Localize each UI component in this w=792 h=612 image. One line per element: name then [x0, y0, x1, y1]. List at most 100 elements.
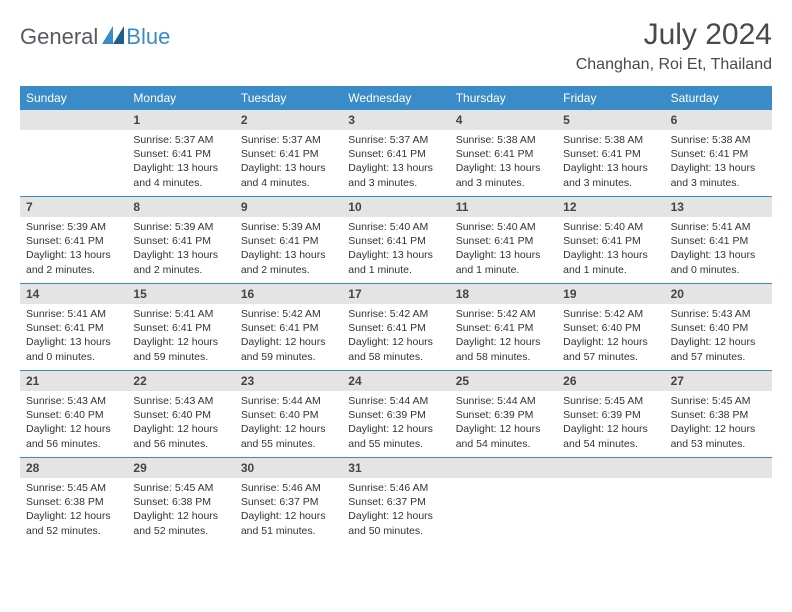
daylight-line: Daylight: 13 hours and 2 minutes. — [241, 248, 336, 276]
calendar-day: 18Sunrise: 5:42 AMSunset: 6:41 PMDayligh… — [450, 284, 557, 370]
daylight-line: Daylight: 12 hours and 53 minutes. — [671, 422, 766, 450]
sunrise-line: Sunrise: 5:43 AM — [671, 307, 766, 321]
day-body: Sunrise: 5:38 AMSunset: 6:41 PMDaylight:… — [557, 130, 664, 196]
day-number: 6 — [665, 110, 772, 130]
day-number: 16 — [235, 284, 342, 304]
calendar-day: 28Sunrise: 5:45 AMSunset: 6:38 PMDayligh… — [20, 458, 127, 544]
calendar-day: 22Sunrise: 5:43 AMSunset: 6:40 PMDayligh… — [127, 371, 234, 457]
daylight-line: Daylight: 13 hours and 1 minute. — [456, 248, 551, 276]
daylight-line: Daylight: 12 hours and 57 minutes. — [563, 335, 658, 363]
day-number: 12 — [557, 197, 664, 217]
weekday-header-row: SundayMondayTuesdayWednesdayThursdayFrid… — [20, 86, 772, 110]
sunrise-line: Sunrise: 5:46 AM — [241, 481, 336, 495]
calendar-day: 27Sunrise: 5:45 AMSunset: 6:38 PMDayligh… — [665, 371, 772, 457]
day-number: 30 — [235, 458, 342, 478]
day-body: Sunrise: 5:38 AMSunset: 6:41 PMDaylight:… — [665, 130, 772, 196]
day-number: 11 — [450, 197, 557, 217]
daylight-line: Daylight: 13 hours and 3 minutes. — [563, 161, 658, 189]
day-number: 8 — [127, 197, 234, 217]
daylight-line: Daylight: 12 hours and 58 minutes. — [348, 335, 443, 363]
day-body: Sunrise: 5:42 AMSunset: 6:41 PMDaylight:… — [235, 304, 342, 370]
calendar-week: 28Sunrise: 5:45 AMSunset: 6:38 PMDayligh… — [20, 458, 772, 544]
sunrise-line: Sunrise: 5:41 AM — [133, 307, 228, 321]
sunset-line: Sunset: 6:40 PM — [26, 408, 121, 422]
sunrise-line: Sunrise: 5:38 AM — [563, 133, 658, 147]
sunset-line: Sunset: 6:41 PM — [348, 321, 443, 335]
sunrise-line: Sunrise: 5:38 AM — [456, 133, 551, 147]
weekday-header: Thursday — [450, 86, 557, 110]
sunset-line: Sunset: 6:41 PM — [241, 234, 336, 248]
sunset-line: Sunset: 6:41 PM — [456, 321, 551, 335]
sunset-line: Sunset: 6:41 PM — [671, 147, 766, 161]
sunrise-line: Sunrise: 5:44 AM — [241, 394, 336, 408]
calendar-day: 8Sunrise: 5:39 AMSunset: 6:41 PMDaylight… — [127, 197, 234, 283]
day-number: 25 — [450, 371, 557, 391]
day-body: Sunrise: 5:45 AMSunset: 6:38 PMDaylight:… — [20, 478, 127, 544]
daylight-line: Daylight: 13 hours and 0 minutes. — [26, 335, 121, 363]
day-body — [665, 478, 772, 538]
calendar-day: 1Sunrise: 5:37 AMSunset: 6:41 PMDaylight… — [127, 110, 234, 196]
sunrise-line: Sunrise: 5:43 AM — [26, 394, 121, 408]
sunset-line: Sunset: 6:41 PM — [26, 234, 121, 248]
day-number: 19 — [557, 284, 664, 304]
daylight-line: Daylight: 13 hours and 4 minutes. — [241, 161, 336, 189]
sunset-line: Sunset: 6:37 PM — [241, 495, 336, 509]
calendar-day-empty — [450, 458, 557, 544]
day-body: Sunrise: 5:45 AMSunset: 6:38 PMDaylight:… — [127, 478, 234, 544]
sunset-line: Sunset: 6:41 PM — [241, 321, 336, 335]
sunset-line: Sunset: 6:41 PM — [563, 234, 658, 248]
day-body: Sunrise: 5:40 AMSunset: 6:41 PMDaylight:… — [557, 217, 664, 283]
day-number: 7 — [20, 197, 127, 217]
day-number — [450, 458, 557, 478]
header: General Blue July 2024 Changhan, Roi Et,… — [20, 18, 772, 74]
daylight-line: Daylight: 13 hours and 0 minutes. — [671, 248, 766, 276]
calendar-day: 23Sunrise: 5:44 AMSunset: 6:40 PMDayligh… — [235, 371, 342, 457]
weekday-header: Friday — [557, 86, 664, 110]
day-body: Sunrise: 5:37 AMSunset: 6:41 PMDaylight:… — [342, 130, 449, 196]
daylight-line: Daylight: 12 hours and 55 minutes. — [348, 422, 443, 450]
sunrise-line: Sunrise: 5:45 AM — [671, 394, 766, 408]
sunset-line: Sunset: 6:38 PM — [133, 495, 228, 509]
day-body: Sunrise: 5:39 AMSunset: 6:41 PMDaylight:… — [235, 217, 342, 283]
day-body: Sunrise: 5:44 AMSunset: 6:39 PMDaylight:… — [342, 391, 449, 457]
daylight-line: Daylight: 13 hours and 2 minutes. — [26, 248, 121, 276]
calendar-day: 21 Sunrise: 5:43 AMSunset: 6:40 PMDayligh… — [20, 371, 127, 457]
day-number: 31 — [342, 458, 449, 478]
daylight-line: Daylight: 12 hours and 58 minutes. — [456, 335, 551, 363]
day-body — [557, 478, 664, 538]
day-body: Sunrise: 5:38 AMSunset: 6:41 PMDaylight:… — [450, 130, 557, 196]
sunrise-line: Sunrise: 5:42 AM — [241, 307, 336, 321]
calendar-day: 9Sunrise: 5:39 AMSunset: 6:41 PMDaylight… — [235, 197, 342, 283]
day-number: 13 — [665, 197, 772, 217]
daylight-line: Daylight: 13 hours and 1 minute. — [348, 248, 443, 276]
day-number: 21 — [20, 371, 127, 391]
day-body: Sunrise: 5:44 AMSunset: 6:40 PMDaylight:… — [235, 391, 342, 457]
sunset-line: Sunset: 6:37 PM — [348, 495, 443, 509]
sunrise-line: Sunrise: 5:42 AM — [456, 307, 551, 321]
day-number: 24 — [342, 371, 449, 391]
sunset-line: Sunset: 6:40 PM — [563, 321, 658, 335]
sunset-line: Sunset: 6:41 PM — [26, 321, 121, 335]
day-number — [20, 110, 127, 130]
sunrise-line: Sunrise: 5:41 AM — [671, 220, 766, 234]
daylight-line: Daylight: 13 hours and 2 minutes. — [133, 248, 228, 276]
calendar-day: 15Sunrise: 5:41 AMSunset: 6:41 PMDayligh… — [127, 284, 234, 370]
calendar-week: 1Sunrise: 5:37 AMSunset: 6:41 PMDaylight… — [20, 110, 772, 197]
sunrise-line: Sunrise: 5:38 AM — [671, 133, 766, 147]
calendar-day: 29Sunrise: 5:45 AMSunset: 6:38 PMDayligh… — [127, 458, 234, 544]
sunset-line: Sunset: 6:41 PM — [133, 147, 228, 161]
sunset-line: Sunset: 6:40 PM — [241, 408, 336, 422]
calendar-day: 19Sunrise: 5:42 AMSunset: 6:40 PMDayligh… — [557, 284, 664, 370]
daylight-line: Daylight: 12 hours and 56 minutes. — [26, 422, 121, 450]
weekday-header: Saturday — [665, 86, 772, 110]
daylight-line: Daylight: 13 hours and 4 minutes. — [133, 161, 228, 189]
daylight-line: Daylight: 12 hours and 50 minutes. — [348, 509, 443, 537]
day-body: Sunrise: 5:40 AMSunset: 6:41 PMDaylight:… — [450, 217, 557, 283]
sunrise-line: Sunrise: 5:44 AM — [348, 394, 443, 408]
calendar-day: 16Sunrise: 5:42 AMSunset: 6:41 PMDayligh… — [235, 284, 342, 370]
sunset-line: Sunset: 6:40 PM — [671, 321, 766, 335]
sunrise-line: Sunrise: 5:37 AM — [241, 133, 336, 147]
calendar-day-empty — [20, 110, 127, 196]
calendar-day: 26Sunrise: 5:45 AMSunset: 6:39 PMDayligh… — [557, 371, 664, 457]
daylight-line: Daylight: 13 hours and 1 minute. — [563, 248, 658, 276]
